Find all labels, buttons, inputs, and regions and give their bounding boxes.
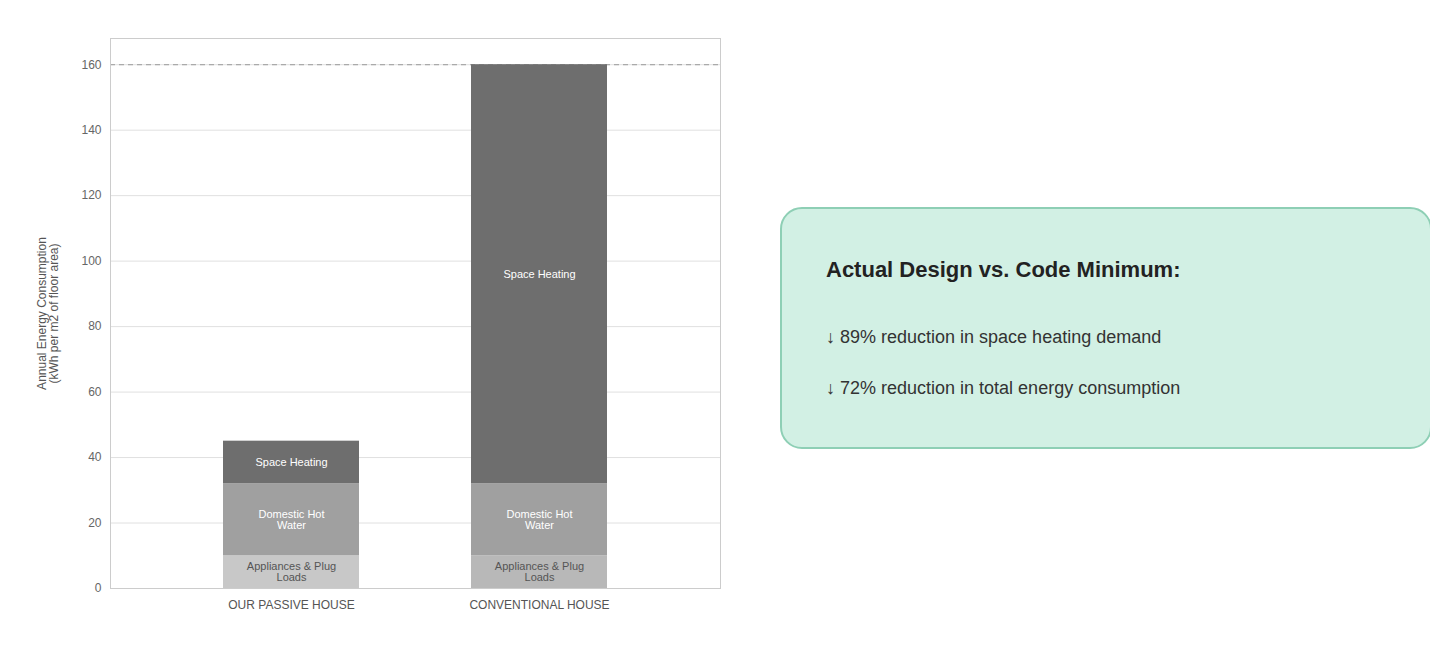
html-text:Actual Design vs. Code Minimum: Actual Design vs. Code Minimum:	[826, 257, 1181, 282]
svg-text:80: 80	[88, 319, 102, 333]
svg-text:Space Heating: Space Heating	[503, 268, 575, 280]
svg-text:120: 120	[81, 188, 101, 202]
svg-text:Appliances & PlugLoads: Appliances & PlugLoads	[495, 560, 584, 583]
svg-text:0: 0	[95, 581, 102, 595]
svg-text:OUR PASSIVE HOUSE: OUR PASSIVE HOUSE	[228, 598, 354, 612]
svg-text:Appliances & PlugLoads: Appliances & PlugLoads	[247, 560, 336, 583]
html-text:↓ 72% reduction in total energ: ↓ 72% reduction in total energy consumpt…	[826, 378, 1181, 398]
svg-text:Space Heating: Space Heating	[255, 456, 327, 468]
svg-text:160: 160	[81, 58, 101, 72]
svg-text:Domestic HotWater: Domestic HotWater	[258, 508, 324, 531]
svg-text:Annual Energy Consumption(kWh: Annual Energy Consumption(kWh per m2 of …	[35, 237, 61, 390]
html-text:↓ 89% reduction in space heati: ↓ 89% reduction in space heating demand	[826, 327, 1162, 347]
svg-text:40: 40	[88, 450, 102, 464]
svg-text:20: 20	[88, 516, 102, 530]
svg-text:100: 100	[81, 254, 101, 268]
svg-text:Domestic HotWater: Domestic HotWater	[506, 508, 572, 531]
svg-text:60: 60	[88, 385, 102, 399]
svg-text:140: 140	[81, 123, 101, 137]
svg-text:CONVENTIONAL HOUSE: CONVENTIONAL HOUSE	[469, 598, 609, 612]
